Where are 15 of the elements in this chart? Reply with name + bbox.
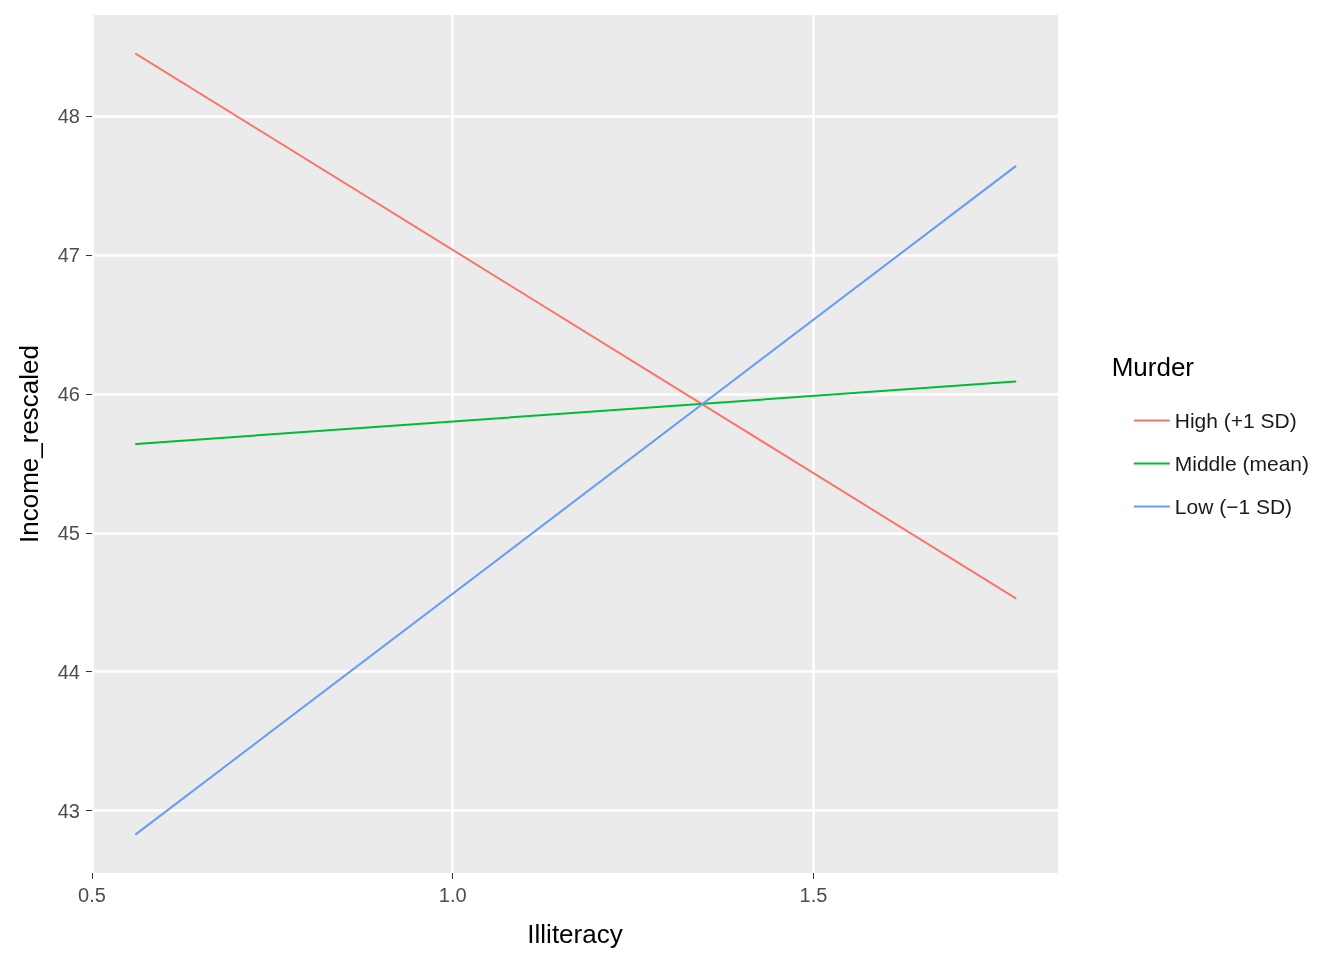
legend-label: High (+1 SD) [1174,409,1297,432]
x-tick-label: 0.5 [78,884,106,906]
y-tick-label: 45 [57,521,80,544]
y-tick-label: 48 [57,105,80,128]
legend-label: Middle (mean) [1174,452,1310,475]
y-tick-label: 44 [57,660,80,683]
legend-title: Murder [1111,352,1195,382]
y-axis-title: Income_rescaled [14,345,44,543]
y-tick-label: 43 [57,799,80,822]
x-tick-label: 1.5 [799,884,828,906]
x-axis-title: Illiteracy [527,919,623,949]
legend-label: Low (−1 SD) [1174,495,1293,518]
y-tick-label: 47 [57,244,80,267]
x-tick-label: 1.0 [438,884,467,906]
y-tick-label: 46 [57,383,80,406]
